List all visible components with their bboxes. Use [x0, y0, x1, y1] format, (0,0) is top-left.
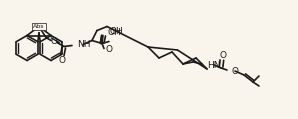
Text: O: O	[105, 45, 112, 54]
Text: O: O	[220, 50, 226, 60]
Text: OH: OH	[107, 28, 121, 37]
Text: OH: OH	[110, 27, 124, 36]
Text: O: O	[232, 67, 239, 75]
Text: NH: NH	[77, 40, 91, 49]
Text: O: O	[50, 37, 58, 46]
Text: Abs: Abs	[33, 24, 45, 29]
Text: O: O	[58, 56, 66, 65]
Text: HN: HN	[207, 60, 221, 69]
